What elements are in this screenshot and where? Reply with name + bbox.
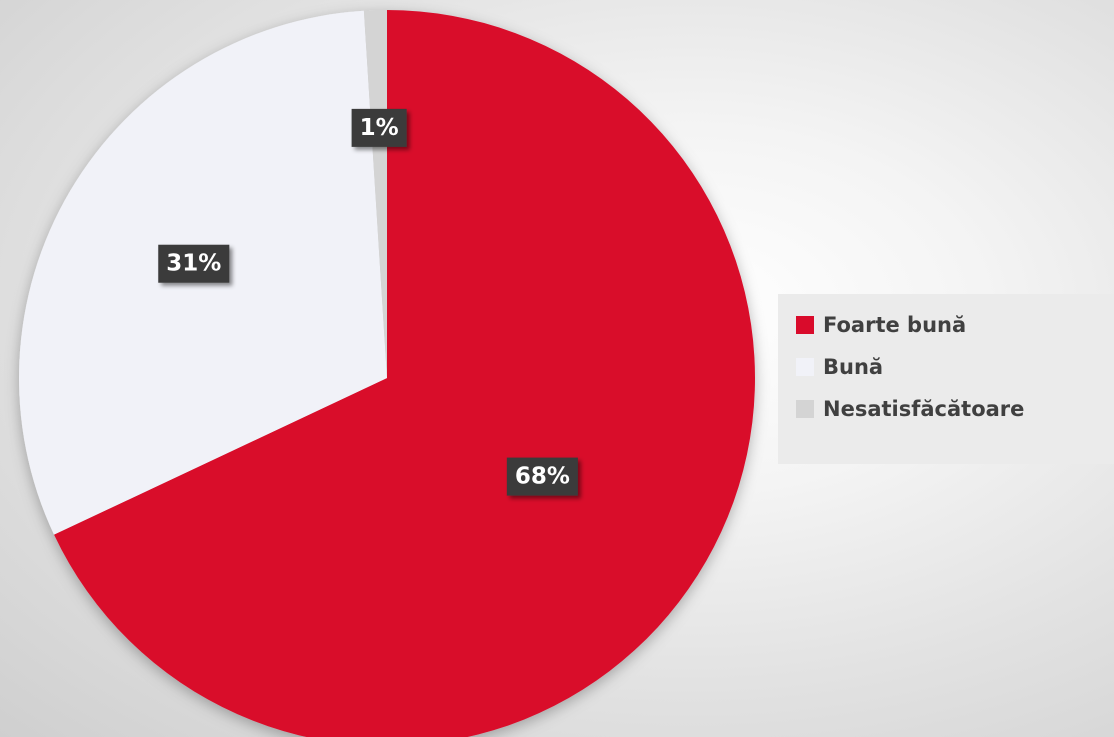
pie-slice-foarte-buna	[54, 10, 755, 737]
legend-item-nesatisfacatoare: Nesatisfăcătoare	[796, 388, 1114, 430]
legend-swatch-nesatisfacatoare	[796, 400, 814, 418]
chart-legend: Foarte bună Bună Nesatisfăcătoare	[778, 294, 1114, 464]
legend-item-foarte-buna: Foarte bună	[796, 304, 1114, 346]
data-label-text-foarte-buna: 68%	[515, 464, 570, 490]
legend-swatch-foarte-buna	[796, 316, 814, 334]
legend-label-nesatisfacatoare: Nesatisfăcătoare	[823, 397, 1025, 421]
pie-data-labels: 68% 31% 1%	[158, 108, 578, 496]
data-label-nesatisfacatoare: 1%	[351, 108, 407, 147]
pie-slice-nesatisfacatoare	[363, 10, 387, 378]
data-label-foarte-buna: 68%	[506, 457, 578, 496]
data-label-text-buna: 31%	[166, 251, 221, 277]
data-label-text-nesatisfacatoare: 1%	[360, 115, 399, 141]
data-label-box-nesatisfacatoare	[351, 108, 407, 147]
legend-label-foarte-buna: Foarte bună	[823, 313, 967, 337]
legend-label-buna: Bună	[823, 355, 884, 379]
legend-item-buna: Bună	[796, 346, 1114, 388]
data-label-box-foarte-buna	[506, 457, 578, 496]
data-label-box-buna	[158, 244, 230, 283]
legend-swatch-buna	[796, 358, 814, 376]
data-label-buna: 31%	[158, 244, 230, 283]
